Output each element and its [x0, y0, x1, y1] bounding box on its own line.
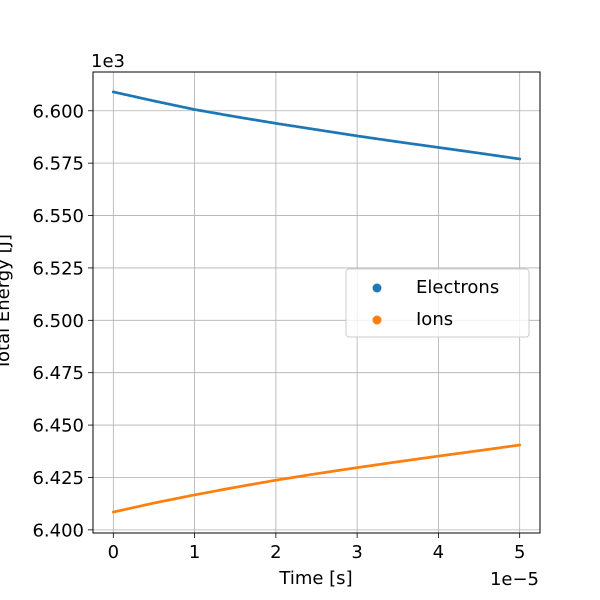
y-offset-text: 1e3 — [91, 51, 125, 72]
plot-area-frame — [92, 71, 541, 534]
y-tick-label: 6.525 — [32, 258, 84, 279]
y-tick-label: 6.450 — [32, 416, 84, 437]
series-electrons — [111, 90, 522, 161]
y-axis-label: Total Energy [J] — [0, 234, 14, 371]
y-tick-label: 6.425 — [32, 468, 84, 489]
y-tick-label: 6.550 — [32, 206, 84, 227]
x-offset-text: 1e−5 — [490, 569, 539, 590]
x-tick-label: 3 — [351, 542, 362, 563]
x-tick-label: 5 — [514, 542, 525, 563]
x-tick-label: 0 — [108, 542, 119, 563]
series-layer — [111, 90, 522, 514]
x-axis-ticks: 0 1 2 3 4 5 — [108, 533, 525, 563]
y-tick-label: 6.600 — [32, 101, 84, 122]
y-tick-label: 6.475 — [32, 363, 84, 384]
x-tick-label: 2 — [270, 542, 281, 563]
legend-marker-ions — [372, 315, 382, 325]
y-tick-label: 6.500 — [32, 311, 84, 332]
legend-frame — [345, 268, 530, 338]
x-tick-label: 4 — [433, 542, 444, 563]
x-axis-label: Time [s] — [278, 568, 352, 589]
y-tick-label: 6.575 — [32, 154, 84, 175]
series-point-electrons — [518, 157, 522, 161]
series-ions — [111, 443, 522, 514]
x-tick-label: 1 — [189, 542, 200, 563]
legend-label-ions: Ions — [416, 309, 453, 330]
y-axis-ticks: 6.400 6.425 6.450 6.475 6.500 6.525 6.550 6.575… — [32, 101, 93, 541]
legend-label-electrons: Electrons — [416, 277, 499, 298]
series-point-ions — [518, 443, 522, 447]
legend: Electrons Ions — [345, 268, 530, 338]
y-tick-label: 6.400 — [32, 520, 84, 541]
legend-marker-electrons — [372, 283, 382, 293]
